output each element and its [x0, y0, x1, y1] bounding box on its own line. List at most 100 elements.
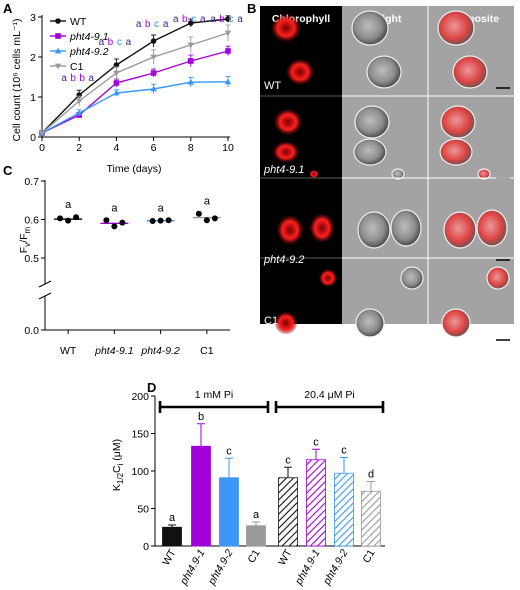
panel-a-sig-letter: a — [61, 73, 67, 84]
panel-a-sig-letter: a — [136, 19, 142, 30]
panel-d-x-tick-label: C1 — [360, 547, 377, 565]
composite-cell — [437, 10, 475, 46]
panel-d-x-tick-label: pht4.9-2 — [320, 547, 350, 587]
panel-a-line-pht4-9.2 — [41, 81, 229, 134]
panel-a-y-tick-label: 0 — [30, 132, 36, 144]
panel-a-sig-letter: a — [126, 37, 132, 48]
bright-cell — [366, 55, 402, 89]
panel-a-sig-letter: b — [219, 14, 225, 25]
panel-c-point — [195, 210, 202, 217]
panel-c-point — [149, 218, 156, 225]
panel-a-sig-letter: b — [182, 14, 188, 25]
panel-d-bar — [219, 477, 239, 547]
panel-c-x-tick-label: C1 — [200, 345, 214, 357]
chlorophyll-cell — [273, 141, 299, 163]
panel-a-legend: WT pht4-9.1 pht4-9.2 C1 — [50, 16, 109, 73]
panel-c-x-tick-label: WT — [60, 345, 77, 357]
panel-c-ylabel: Fv/Fm — [18, 226, 32, 253]
bright-cell — [355, 308, 385, 338]
panel-a-x-tick-label: 10 — [222, 142, 234, 154]
panel-d-letter: c — [313, 436, 319, 448]
panel-c-axes: 0.0 0.5 0.6 0.7 WT pht4-9.1 pht4-9.2 C1 — [24, 176, 230, 357]
panel-d-bar — [306, 459, 326, 547]
panel-d-letter: c — [341, 445, 347, 457]
panel-a-series — [38, 15, 232, 137]
composite-cell — [440, 105, 476, 139]
panel-c-point — [111, 223, 118, 230]
panel-a-point-pht4-9.2 — [113, 89, 120, 96]
panel-c-point — [165, 217, 172, 224]
panel-d-letter: c — [226, 445, 232, 457]
legend-label: WT — [70, 16, 87, 28]
panel-c-y-tick-label: 0.7 — [24, 176, 39, 188]
panel-a-point-pht4-9.1 — [113, 80, 120, 86]
panel-d-y-tick-label: 150 — [131, 429, 149, 441]
panel-d-x-tick-label: WT — [160, 547, 179, 568]
composite-cell — [477, 168, 491, 180]
micrograph-cells — [260, 6, 514, 341]
panel-a-sig-letter: a — [99, 37, 105, 48]
panel-a-point-WT — [113, 62, 120, 68]
panel-d-group-label: 1 mM Pi — [195, 389, 234, 401]
panel-letter-d: D — [147, 380, 156, 395]
panel-a-sig-letter: a — [210, 14, 216, 25]
panel-a-point-WT — [225, 16, 231, 22]
panel-a-sig-letter: a — [237, 14, 243, 25]
panel-d-y-tick-label: 200 — [131, 391, 149, 403]
panel-letter-b: B — [247, 1, 256, 16]
chlorophyll-cell — [309, 170, 319, 178]
panel-a-x-tick-label: 0 — [39, 142, 45, 154]
micrograph-row-labels: WT pht4-9.1 pht4-9.2 C1 — [263, 80, 304, 327]
panel-a-y-tick-label: 1 — [30, 92, 36, 104]
panel-a-sig-letter: b — [79, 73, 85, 84]
panel-a-sig-letter: b — [70, 73, 76, 84]
panel-letter-a: A — [3, 1, 13, 16]
composite-cell — [486, 266, 510, 290]
panel-a-point-C1 — [187, 42, 194, 49]
panel-c-point — [203, 217, 210, 224]
panel-c-y-tick-label: 0.5 — [24, 253, 39, 265]
panel-a-sig-letter: b — [108, 37, 114, 48]
panel-a-xlabel: Time (days) — [106, 163, 161, 175]
panel-a-sig-letter: b — [145, 19, 151, 30]
panel-d-bar — [334, 472, 354, 547]
panel-a-line-WT — [41, 18, 229, 134]
panel-d-y-tick-label: 100 — [131, 466, 149, 478]
panel-d-x-tick-label: pht4.9-1 — [177, 548, 207, 588]
panel-a-point-WT — [188, 20, 194, 26]
chlorophyll-cell — [286, 59, 314, 85]
panel-c-axis-break — [38, 280, 52, 288]
panel-a-y-tick-label: 3 — [30, 12, 36, 24]
bright-cell — [354, 105, 390, 139]
panel-c-x-tick-label: pht4-9.1 — [94, 345, 134, 357]
panel-a-x-tick-label: 8 — [188, 142, 194, 154]
panel-c-point — [119, 219, 126, 226]
panel-c-point — [57, 215, 64, 222]
bright-cell — [353, 138, 387, 166]
panel-a-point-C1 — [113, 70, 120, 77]
panel-c-point — [73, 214, 80, 221]
chlorophyll-cell — [274, 109, 302, 135]
panel-a-point-pht4-9.2 — [187, 78, 194, 85]
panel-a-sig-letter: a — [200, 14, 206, 25]
panel-c-axis-break — [38, 292, 52, 300]
micrograph-row-label: pht4-9.2 — [263, 254, 304, 266]
panel-c-letter: a — [65, 199, 72, 211]
panel-a-ylabel: Cell count (10⁶ cells mL⁻¹) — [11, 18, 23, 141]
panel-a-x-tick-label: 6 — [151, 142, 157, 154]
panel-d-bar — [191, 445, 211, 547]
panel-c-x-tick-label: pht4-9.2 — [140, 345, 180, 357]
panel-a-point-C1 — [76, 98, 83, 105]
chlorophyll-cell — [277, 215, 303, 245]
panel-d-letter: d — [368, 469, 374, 481]
panel-c-letter: a — [111, 202, 118, 214]
panel-a-line-C1 — [41, 32, 229, 134]
panel-d-y-tick-label: 50 — [137, 504, 149, 516]
legend-label: pht4-9.2 — [69, 46, 109, 58]
panel-a-point-C1 — [150, 54, 157, 61]
panel-d-bars: a b c a c c c d — [162, 411, 381, 547]
panel-a-sig-letter: a — [88, 73, 94, 84]
panel-c-point — [65, 217, 72, 224]
panel-a-line-pht4-9.1 — [41, 50, 229, 134]
